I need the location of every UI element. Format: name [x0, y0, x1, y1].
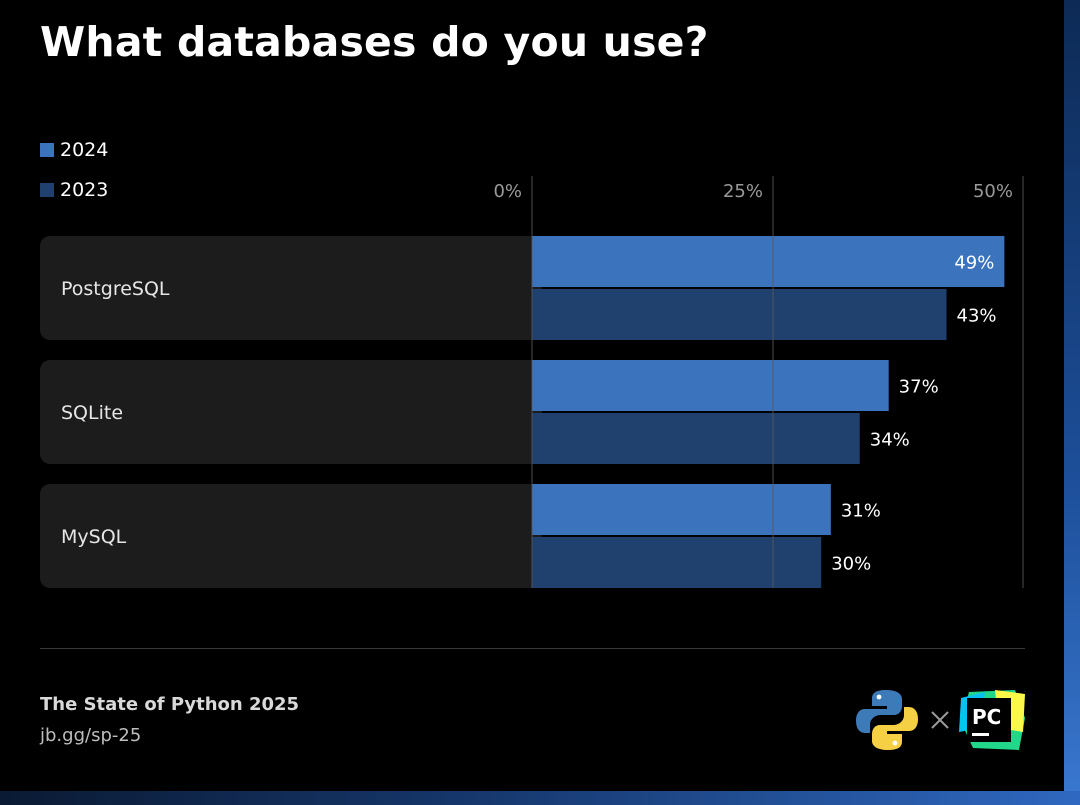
legend-swatch-2024 — [40, 143, 54, 157]
chart-card: What databases do you use? 2024 2023 Pos… — [40, 18, 1025, 750]
bar-chart: PostgreSQL SQLite MySQL 0% 25% 50% 49% 37% 31% 43… — [40, 176, 1024, 588]
pycharm-logo-text: PC — [972, 705, 1001, 729]
category-label: MySQL — [61, 526, 127, 548]
bar-2023-mysql — [532, 537, 822, 588]
value-label: 49% — [954, 253, 994, 274]
accent-glow-bottom — [0, 791, 1080, 805]
category-label: PostgreSQL — [61, 278, 170, 300]
bar-2024-postgresql — [532, 236, 1005, 287]
row-background — [40, 484, 542, 588]
value-label: 37% — [899, 377, 939, 398]
tick-label: 50% — [973, 181, 1013, 202]
value-label: 31% — [841, 501, 881, 522]
pycharm-logo-icon: PC — [959, 690, 1025, 750]
footer-divider — [40, 648, 1025, 649]
accent-glow-right — [1064, 0, 1080, 805]
bar-2024-mysql — [532, 484, 831, 535]
footer-link[interactable]: jb.gg/sp-25 — [40, 725, 142, 746]
tick-label: 25% — [723, 181, 763, 202]
legend-item-2023: 2023 — [40, 178, 108, 202]
value-label: 43% — [957, 306, 997, 327]
chart-title: What databases do you use? — [40, 18, 709, 66]
python-logo-icon — [856, 690, 918, 750]
value-label: 30% — [831, 554, 871, 575]
tick-label: 0% — [493, 181, 522, 202]
legend-label-2024: 2024 — [60, 139, 109, 161]
footer-source: The State of Python 2025 — [40, 694, 300, 715]
category-label: SQLite — [61, 402, 123, 424]
row-background — [40, 236, 542, 340]
value-label: 34% — [870, 430, 910, 451]
bar-2023-postgresql — [532, 289, 947, 340]
footer-logos: PC — [856, 690, 1025, 750]
bar-2023-sqlite — [532, 413, 860, 464]
bar-2024-sqlite — [532, 360, 889, 411]
legend-swatch-2023 — [40, 183, 54, 197]
row-background — [40, 360, 542, 464]
legend-label-2023: 2023 — [60, 179, 109, 201]
times-icon — [931, 711, 949, 729]
legend-item-2024: 2024 — [40, 138, 108, 162]
